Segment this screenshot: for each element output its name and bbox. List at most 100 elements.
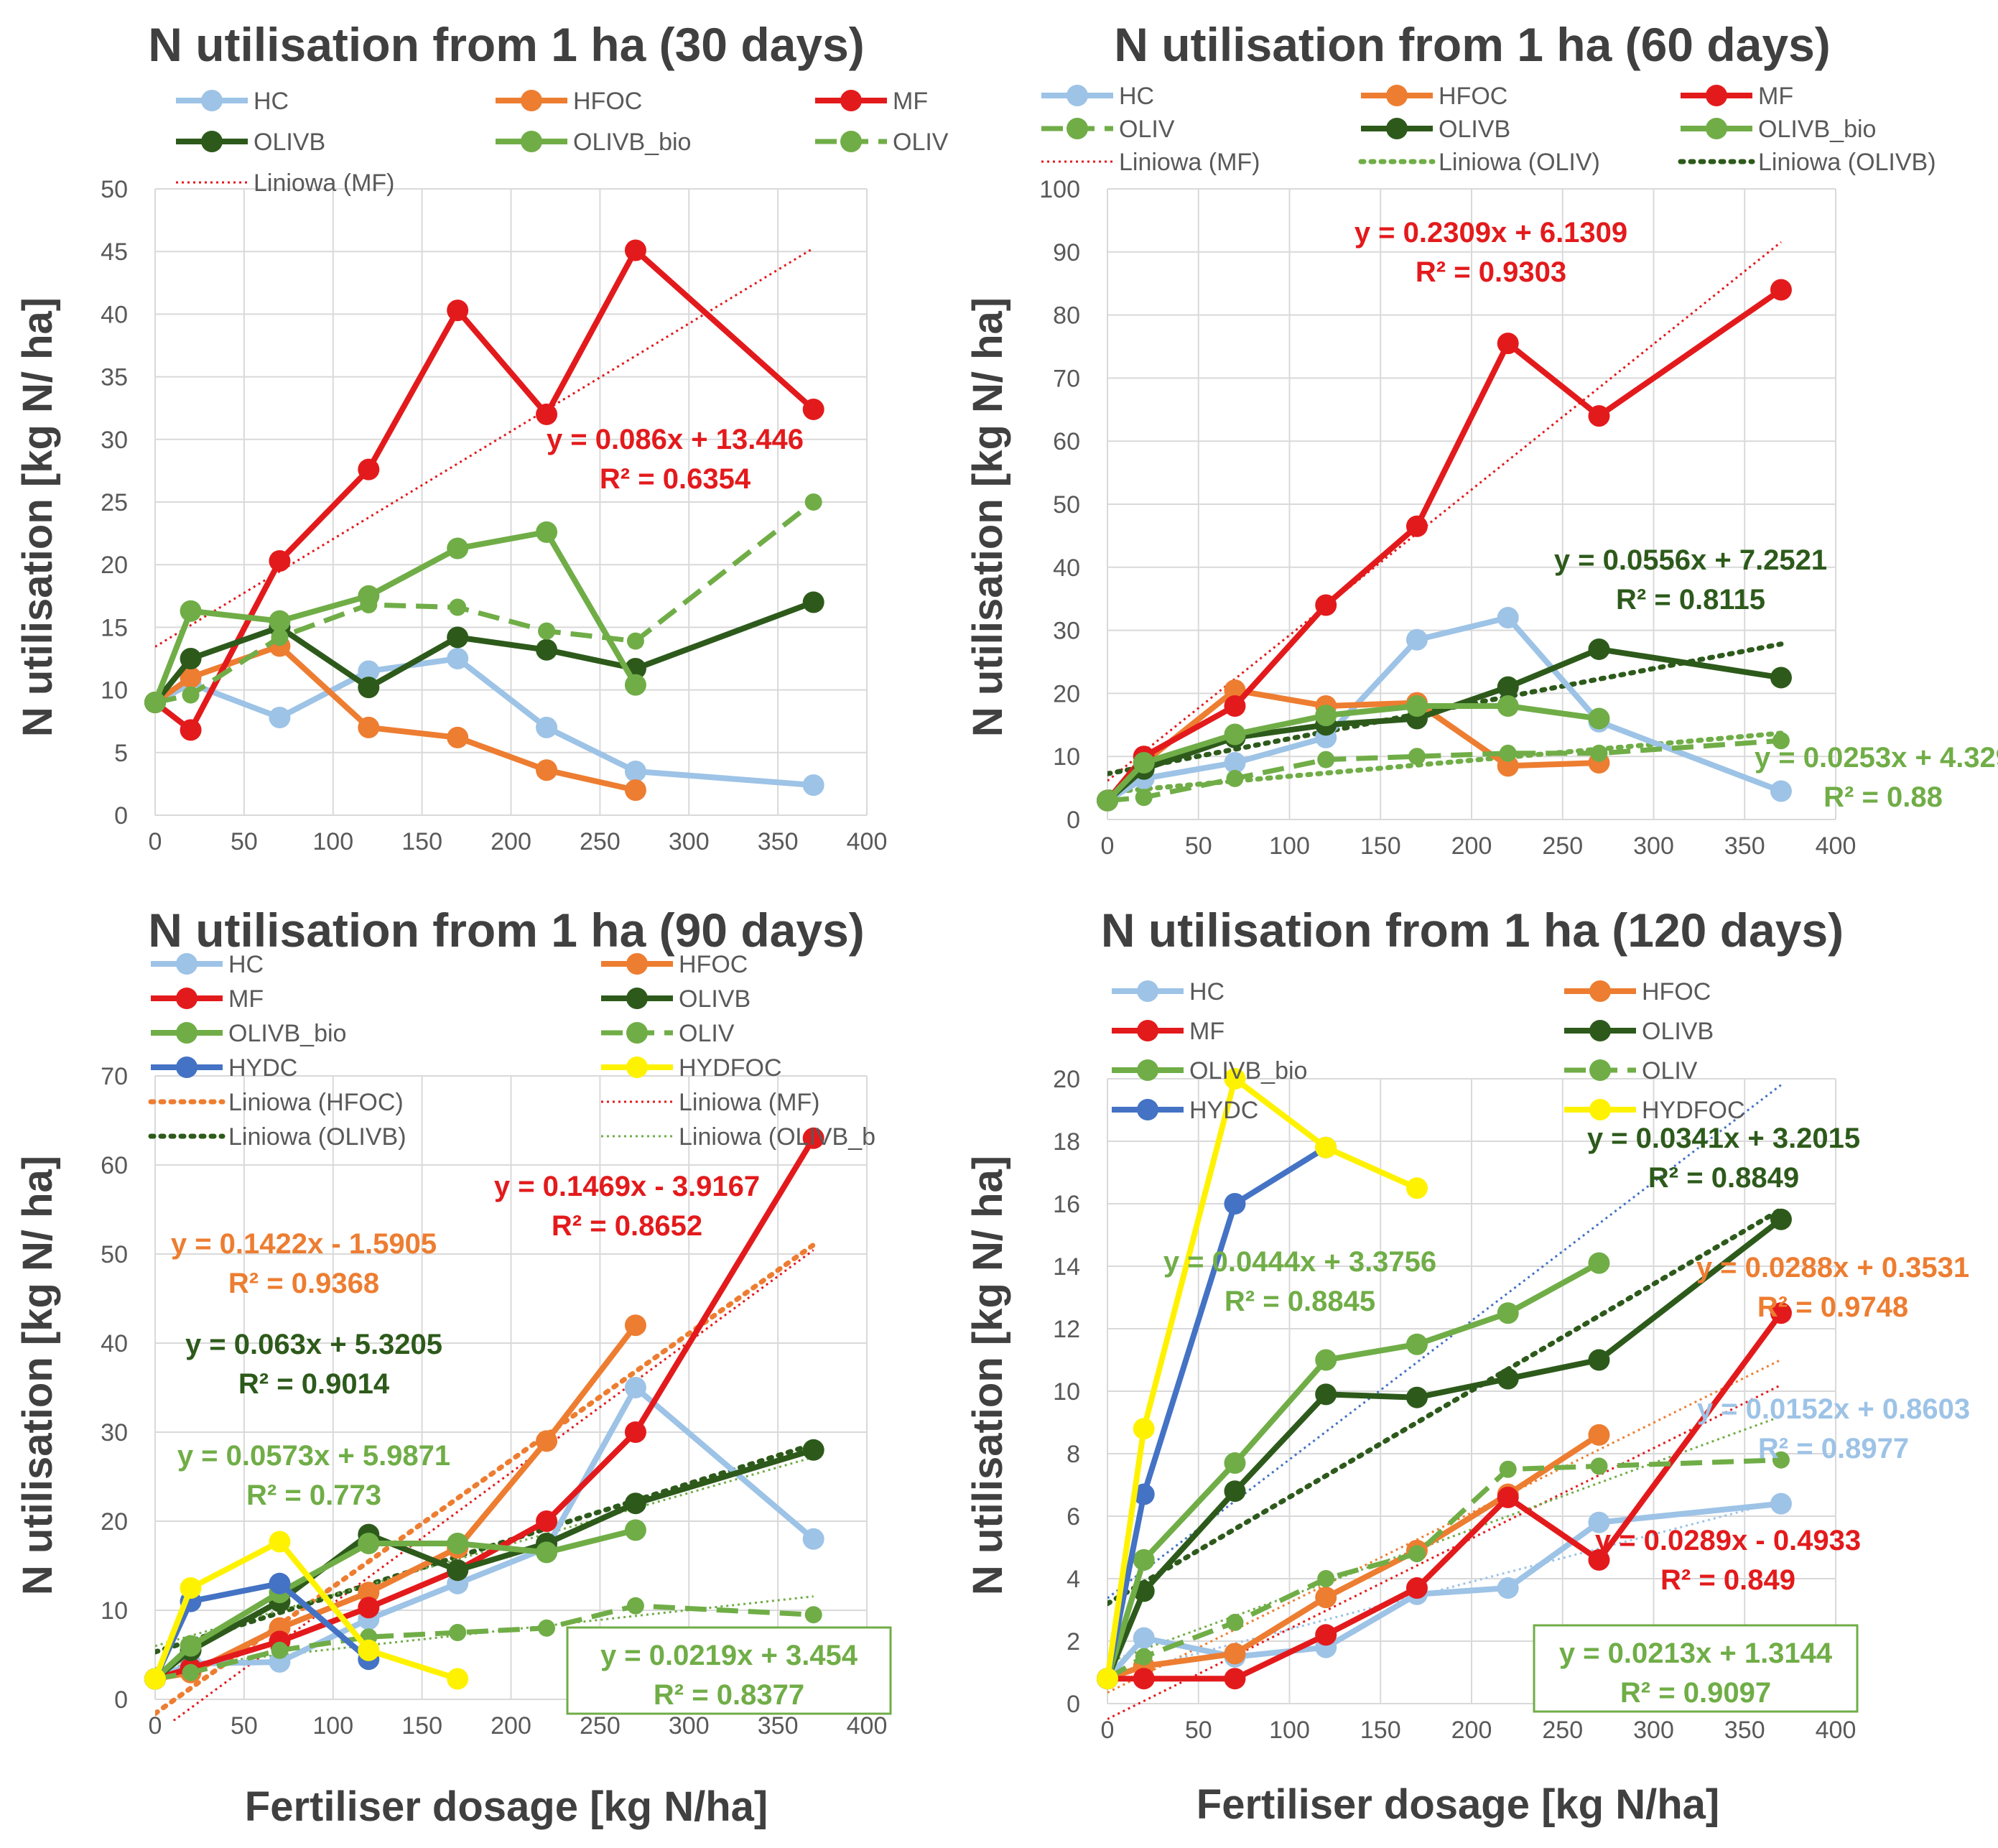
legend-marker [1589, 1099, 1611, 1120]
data-point [802, 1528, 824, 1550]
equation-text: y = 0.1469x - 3.9167 [494, 1171, 760, 1202]
data-point [1405, 1577, 1428, 1599]
y-tick-label: 5 [114, 740, 128, 767]
legend-label: HC [254, 88, 289, 115]
y-tick-label: 30 [1053, 618, 1080, 645]
legend-marker [840, 90, 862, 111]
equation-label: y = 0.0253x + 4.329 R² = 0.88 [1755, 742, 1998, 813]
data-point [1224, 695, 1246, 717]
data-point [1317, 1570, 1335, 1587]
data-point [180, 1635, 202, 1657]
legend-label: OLIVB [254, 129, 325, 156]
legend-label: HFOC [573, 88, 642, 115]
y-tick-label: 40 [101, 301, 128, 328]
data-point [1405, 1333, 1428, 1355]
data-point [1588, 1511, 1610, 1533]
x-tick-label: 150 [401, 828, 442, 855]
data-point [1226, 769, 1244, 787]
trendlines [155, 247, 814, 648]
legend-label: OLIVB_bio [1189, 1057, 1307, 1085]
trendline [1107, 1207, 1784, 1607]
equation-text: y = 0.0341x + 3.2015 [1587, 1123, 1860, 1154]
data-point [1588, 1424, 1610, 1446]
y-tick-label: 40 [1053, 554, 1080, 582]
equation-text: y = 0.0213x + 1.3144 [1559, 1638, 1833, 1669]
series-line [1106, 1457, 1782, 1681]
x-tick-label: 0 [1101, 832, 1115, 860]
data-point [1315, 705, 1337, 727]
r-squared-text: R² = 0.9368 [228, 1268, 379, 1299]
y-tick-label: 30 [101, 427, 128, 454]
legend: HC HFOC MF OLIVB OLIVB_bio OLIV HYDC HYDFOC Lini… [148, 951, 875, 1151]
data-point [1770, 1208, 1792, 1230]
legend-label: Liniowa (OLIVB_b [679, 1123, 875, 1151]
x-tick-label: 50 [231, 828, 258, 855]
data-point [536, 1541, 558, 1564]
data-point [1315, 1383, 1337, 1406]
legend-label: OLIVB [1642, 1018, 1714, 1045]
equation-text: y = 0.0444x + 3.3756 [1163, 1246, 1436, 1278]
x-tick-label: 200 [491, 828, 531, 855]
data-point [271, 628, 289, 646]
r-squared-text: R² = 0.8652 [552, 1210, 702, 1242]
legend-marker [1137, 980, 1158, 1002]
chart-title: N utilisation from 1 ha (120 days) [1101, 904, 1844, 957]
data-point [269, 706, 291, 728]
legend-label: HYDC [228, 1054, 297, 1082]
data-point [269, 610, 291, 632]
y-tick-label: 8 [1067, 1441, 1080, 1468]
data-point [536, 521, 558, 543]
data-point [1408, 748, 1426, 766]
equation-text: y = 0.1422x - 1.5905 [171, 1228, 437, 1260]
x-tick-label: 50 [1185, 832, 1212, 860]
data-point [1497, 1302, 1519, 1324]
data-point [802, 1127, 824, 1149]
legend-marker [1137, 1059, 1158, 1081]
series-line [152, 599, 815, 705]
data-point [1224, 1193, 1246, 1215]
legend: HC HFOC MF OLIV OLIVB OLIVB_bio Liniowa (MF) Li… [1041, 83, 1936, 176]
data-point [802, 774, 824, 797]
data-point [180, 648, 202, 669]
y-tick-label: 50 [101, 176, 128, 203]
data-point [1097, 1668, 1118, 1690]
data-point [180, 719, 202, 741]
y-tick-label: 20 [101, 552, 128, 579]
data-point [447, 537, 469, 559]
legend-label: MF [1758, 83, 1793, 110]
y-tick-label: 0 [114, 1686, 128, 1714]
equation-label: y = 0.0444x + 3.3756 R² = 0.8845 [1163, 1246, 1436, 1317]
data-point [147, 694, 164, 712]
equation-label: y = 0.086x + 13.446 R² = 0.6354 [547, 424, 804, 495]
legend-label: HC [1119, 83, 1154, 110]
y-tick-label: 45 [101, 238, 128, 266]
trendline [155, 1456, 814, 1648]
data-point [804, 1606, 822, 1624]
data-point [538, 622, 556, 640]
y-tick-label: 0 [1067, 807, 1080, 834]
equation-label: y = 0.0341x + 3.2015 R² = 0.8849 [1587, 1123, 1860, 1194]
y-tick-label: 50 [101, 1241, 128, 1268]
data-point [271, 1641, 289, 1659]
y-tick-label: 18 [1053, 1128, 1080, 1156]
data-point [1315, 1136, 1337, 1159]
x-tick-label: 250 [580, 1712, 621, 1740]
y-tick-label: 80 [1053, 302, 1080, 330]
x-tick-label: 350 [1724, 1717, 1765, 1744]
x-tick-label: 250 [580, 828, 621, 855]
x-tick-label: 300 [669, 1712, 710, 1740]
legend-label: Liniowa (OLIV) [1439, 149, 1600, 176]
y-axis-label: N utilisation [kg N/ ha] [965, 1156, 1011, 1595]
equation-text: y = 0.0219x + 3.454 [600, 1640, 858, 1671]
legend-marker [626, 1022, 648, 1044]
equation-text: y = 0.086x + 13.446 [547, 424, 804, 455]
data-point [180, 667, 202, 689]
legend-label: HYDFOC [1642, 1097, 1745, 1124]
y-tick-label: 14 [1053, 1253, 1080, 1281]
legend-marker [626, 1057, 648, 1078]
x-tick-label: 50 [1185, 1717, 1212, 1744]
data-point [1497, 755, 1519, 777]
series-line [154, 1136, 817, 1682]
legend-label: HYDFOC [679, 1054, 782, 1082]
legend-label: HFOC [1439, 83, 1507, 110]
